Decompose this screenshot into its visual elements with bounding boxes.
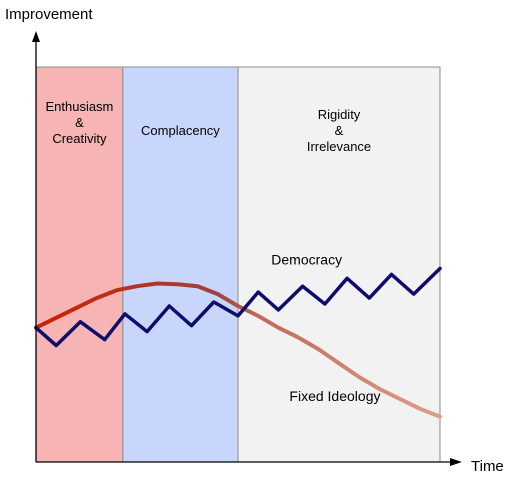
band-2-label-line-2: Irrelevance — [307, 139, 371, 154]
band-2-label-line-1: & — [335, 123, 344, 138]
y-axis-title: Improvement — [5, 6, 93, 23]
band-1 — [122, 66, 239, 463]
band-0 — [35, 66, 124, 463]
x-axis-arrow-icon — [450, 458, 462, 466]
y-axis-arrow-icon — [32, 31, 40, 42]
annotation-democracy: Democracy — [271, 252, 342, 268]
x-axis-title: Time — [471, 458, 504, 475]
series-line-fixed-ideology — [34, 281, 442, 419]
series-labels: Democracy Fixed Ideology — [271, 252, 380, 404]
band-labels: Enthusiasm&CreativityComplacencyRigidity… — [45, 99, 371, 154]
series-line-democracy — [34, 266, 442, 348]
band-0-label-line-1: & — [75, 115, 84, 130]
band-2-label-line-0: Rigidity — [318, 107, 361, 122]
series-lines — [34, 266, 442, 419]
band-0-label-line-0: Enthusiasm — [45, 99, 113, 114]
band-1-label-line-0: Complacency — [141, 123, 220, 138]
band-0-label-line-2: Creativity — [52, 131, 107, 146]
annotation-fixed-ideology: Fixed Ideology — [289, 388, 380, 404]
